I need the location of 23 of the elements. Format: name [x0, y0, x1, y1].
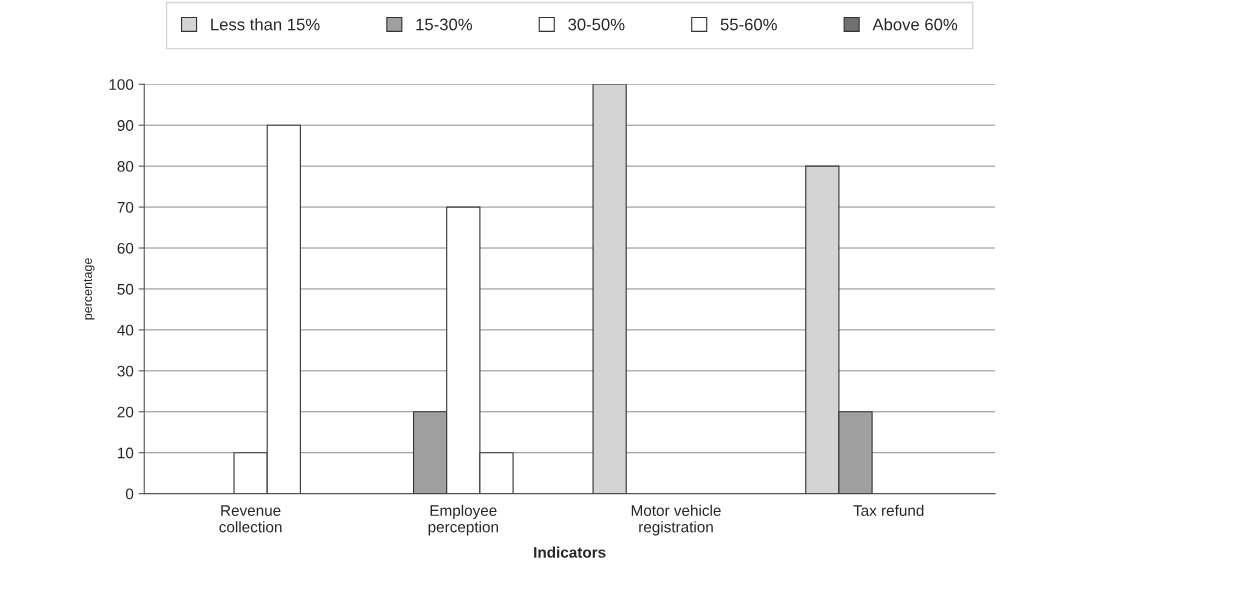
y-tick-label: 50: [117, 283, 134, 295]
legend-label: Less than 15%: [211, 18, 320, 31]
legend-label: 55-60%: [720, 18, 777, 31]
x-tick-label: Revenue collection: [219, 505, 282, 533]
y-tick-label: 30: [117, 365, 134, 377]
legend-label: 15-30%: [416, 18, 473, 31]
y-tick-label: 20: [117, 406, 134, 418]
x-axis-title: Indicators: [534, 546, 606, 558]
y-tick-label: 40: [117, 324, 134, 336]
y-tick-label: 90: [117, 120, 134, 131]
x-tick-label: Employee perception: [428, 504, 498, 536]
x-tick-label: Tax refund: [853, 504, 924, 516]
y-tick-label: 0: [125, 488, 134, 500]
legend-label: 30-50%: [568, 18, 625, 31]
y-tick-label: 80: [117, 161, 134, 172]
y-tick-label: 10: [118, 447, 134, 459]
y-tick-label: 100: [109, 79, 134, 90]
legend-label: Above 60%: [872, 18, 958, 31]
y-tick-label: 60: [117, 242, 134, 254]
bar: [592, 84, 627, 494]
x-tick-label: Motor vehicle registration: [631, 504, 721, 536]
y-axis-title: percentage: [83, 258, 95, 320]
y-tick-label: 70: [117, 201, 134, 213]
